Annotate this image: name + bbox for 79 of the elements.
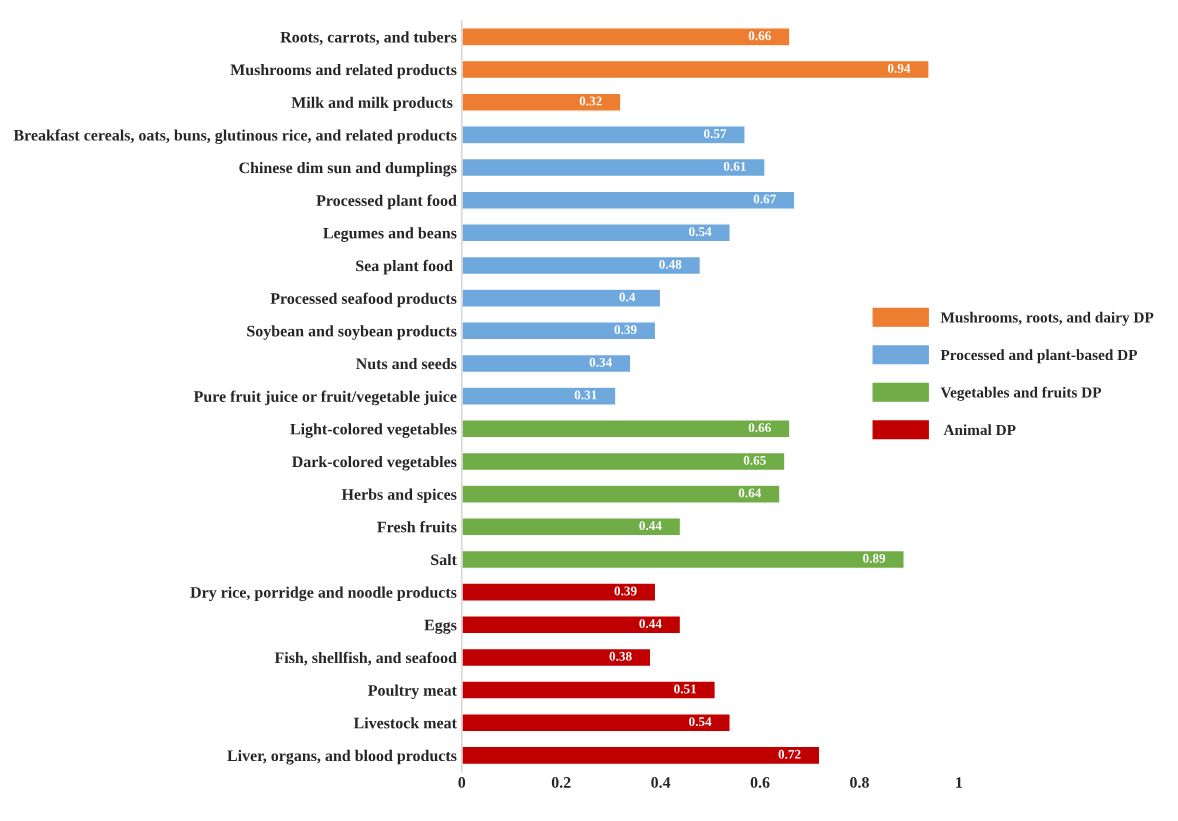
data-label: 0.67 (753, 194, 776, 204)
y-tick-label: Fresh fruits (377, 521, 457, 533)
y-tick-label: Roots, carrots, and tubers (280, 31, 457, 45)
data-label: 0.94 (887, 63, 911, 73)
y-tick-label: Liver, organs, and blood products (227, 749, 457, 765)
data-label: 0.51 (674, 684, 697, 694)
data-label: 0.44 (639, 619, 662, 629)
x-tick-label: 0.4 (651, 777, 671, 788)
y-tick-label: Processed plant food (316, 194, 457, 210)
x-tick-label: 0.2 (551, 777, 571, 788)
bar (461, 157, 766, 178)
legend-label: Vegetables and fruits DP (940, 386, 1102, 401)
data-label: 0.54 (689, 227, 712, 237)
y-tick-label: Nuts and seeds (356, 357, 457, 370)
x-tick-label: 0 (458, 777, 466, 788)
data-label: 0.39 (614, 586, 637, 596)
x-tick-label: 0.8 (850, 777, 869, 788)
x-tick-label: 1 (956, 777, 963, 788)
bar (461, 353, 632, 374)
bar (461, 451, 786, 472)
y-tick-label: Light-colored vegetables (290, 423, 457, 438)
y-tick-label: Breakfast cereals, oats, buns, glutinous rice, and related products (13, 129, 457, 144)
y-tick-label: Pure fruit juice or fruit/vegetable juice (193, 390, 457, 406)
y-tick-label: Milk and milk products (291, 96, 453, 112)
bar (461, 92, 622, 112)
bar (461, 484, 781, 504)
y-tick-label: Poultry meat (368, 684, 457, 700)
y-tick-label: Dry rice, porridge and noodle products (190, 586, 457, 602)
data-label: 0.44 (639, 521, 662, 531)
data-label: 0.57 (703, 129, 727, 139)
data-label: 0.66 (748, 423, 771, 433)
data-label: 0.89 (863, 553, 886, 563)
bar (461, 745, 821, 766)
y-tick-label: Mushrooms and related products (230, 63, 457, 79)
y-tick-label: Chinese dim sun and dumplings (239, 161, 457, 177)
data-label: 0.64 (738, 488, 762, 498)
bar (461, 223, 731, 243)
data-label: 0.38 (609, 651, 632, 661)
legend-label: Mushrooms, roots, and dairy DP (940, 311, 1154, 326)
data-label: 0.72 (778, 749, 801, 759)
data-label: 0.65 (743, 455, 766, 465)
y-tick-label: Salt (431, 553, 457, 566)
bar (461, 288, 662, 308)
data-label: 0.66 (748, 31, 771, 41)
y-tick-label: Herbs and spices (341, 488, 457, 504)
legend-label: Processed and plant-based DP (940, 349, 1138, 364)
bar (461, 582, 657, 602)
data-label: 0.31 (574, 390, 597, 400)
y-tick-label: Processed seafood products (270, 292, 457, 308)
data-label: 0.32 (579, 96, 602, 106)
x-tick-label: 0.6 (750, 777, 770, 788)
y-tick-label: Legumes and beans (323, 227, 457, 242)
data-label: 0.39 (614, 325, 637, 335)
bar (461, 190, 796, 210)
y-tick-label: Dark-colored vegetables (292, 455, 457, 471)
y-tick-label: Fish, shellfish, and seafood (274, 651, 457, 666)
bar (461, 255, 702, 276)
y-tick-label: Livestock meat (353, 717, 457, 729)
legend-label: Animal DP (943, 424, 1016, 436)
data-label: 0.34 (589, 357, 612, 367)
data-label: 0.61 (723, 161, 746, 171)
data-label: 0.4 (619, 292, 636, 302)
y-tick-label: Eggs (424, 619, 457, 634)
bar (461, 615, 682, 635)
bar (461, 517, 682, 537)
bar (461, 27, 791, 47)
bar (461, 125, 746, 145)
data-label: 0.54 (689, 717, 712, 727)
bar (461, 419, 791, 439)
bar (461, 647, 652, 668)
bar (461, 321, 657, 341)
bar (461, 549, 905, 570)
data-label: 0.48 (659, 259, 682, 269)
bar (461, 680, 717, 700)
y-tick-label: Soybean and soybean products (247, 325, 457, 340)
bar (461, 713, 731, 733)
bar (461, 59, 930, 80)
bar (461, 386, 617, 406)
y-tick-label: Sea plant food (356, 259, 453, 275)
